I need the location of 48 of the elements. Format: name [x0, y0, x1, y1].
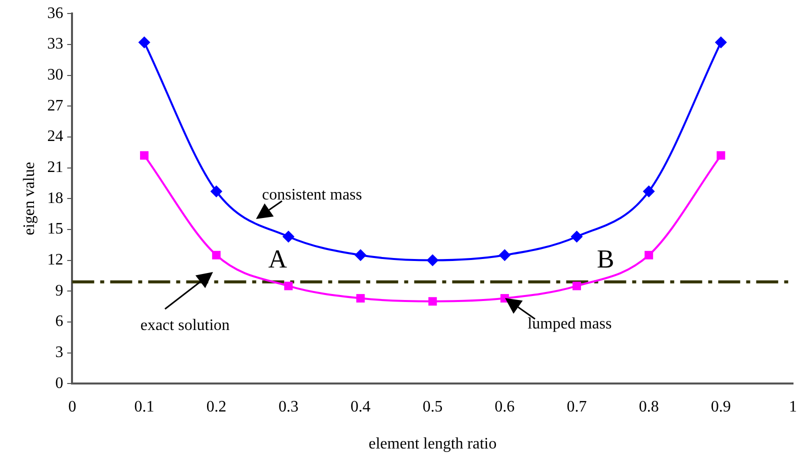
y-tick-label: 36: [47, 4, 64, 22]
x-tick-label: 0.5: [422, 398, 443, 416]
x-tick-label: 0.1: [134, 398, 154, 416]
y-tick-label: 0: [55, 374, 64, 392]
y-tick-label: 12: [47, 251, 64, 268]
x-tick-label: 0: [68, 398, 76, 416]
x-tick-label: 0.6: [494, 398, 515, 416]
point: [284, 282, 293, 290]
point: [644, 250, 654, 260]
x-tick-label: 1: [789, 398, 797, 416]
x-tick-label: 0.8: [638, 398, 659, 416]
y-tick-label: 15: [47, 220, 64, 238]
x-tick-label: 0.7: [566, 398, 587, 416]
point: [572, 282, 582, 290]
y-tick-label: 3: [55, 344, 64, 361]
annotation: A: [268, 244, 288, 274]
point: [428, 297, 437, 306]
y-tick-label: 21: [47, 158, 64, 176]
y-tick-label: 6: [55, 313, 64, 330]
y-axis-title: eigen value: [20, 162, 38, 236]
point: [426, 254, 439, 266]
x-tick-label: 0.3: [278, 398, 298, 416]
y-tick-label: 30: [47, 66, 64, 84]
point: [716, 151, 726, 160]
point: [570, 230, 583, 243]
point: [354, 249, 367, 262]
point: [212, 250, 221, 260]
y-tick-label: 33: [47, 36, 64, 53]
annotation: consistent mass: [262, 186, 362, 204]
point: [282, 230, 294, 243]
point: [356, 294, 365, 303]
point: [642, 185, 655, 198]
annotation: B: [596, 244, 614, 274]
point: [140, 151, 149, 160]
x-tick-label: 0.9: [710, 398, 731, 416]
x-axis-title: element length ratio: [368, 436, 497, 453]
point: [714, 36, 727, 48]
point: [210, 185, 222, 198]
y-tick-label: 18: [47, 190, 64, 207]
point: [138, 36, 150, 48]
point: [498, 249, 511, 262]
x-tick-label: 0.2: [206, 398, 226, 416]
annotation: lumped mass: [528, 316, 612, 332]
x-tick-label: 0.4: [350, 398, 371, 416]
y-tick-label: 9: [55, 282, 64, 300]
y-tick-label: 24: [47, 128, 64, 146]
y-tick-label: 27: [47, 97, 64, 114]
ref-line-label: exact solution: [140, 317, 230, 334]
